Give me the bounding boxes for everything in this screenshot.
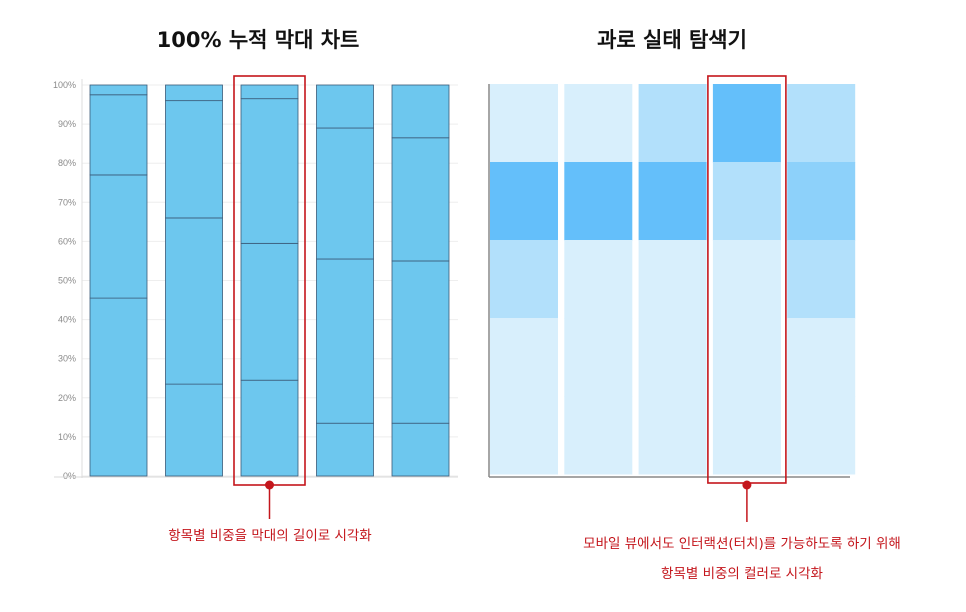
heatmap-cell [638, 396, 707, 475]
heatmap-cell [564, 240, 633, 319]
bar-segment [240, 84, 299, 100]
heatmap-cell [564, 84, 633, 163]
heatmap-cell [490, 240, 558, 319]
heatmap-cell [787, 318, 856, 397]
bar-segment [89, 94, 148, 176]
heatmap-cell [787, 84, 856, 163]
bar-segment [240, 98, 299, 244]
heatmap-cell [564, 318, 633, 397]
bar-segment [89, 297, 148, 477]
bar-segment [391, 84, 450, 139]
y-tick-label: 0% [63, 471, 76, 481]
bar-segment [165, 84, 223, 102]
heatmap-column [490, 84, 558, 475]
bar-segment [165, 217, 223, 385]
bar-segment [316, 84, 374, 129]
stacked-bar [391, 84, 450, 477]
heatmap-cell [638, 84, 707, 163]
bar-chart-annotation: 항목별 비중을 막대의 길이로 시각화 [168, 528, 371, 544]
heatmap-cell [490, 162, 558, 241]
y-tick-label: 10% [58, 432, 76, 442]
stacked-bar-chart: 100% 90% 80% 70% 60% 50% 40% 30% 20% 10% 0% [53, 75, 458, 519]
heatmap-cell [787, 240, 856, 319]
y-tick-label: 90% [58, 119, 76, 129]
y-tick-label: 30% [58, 354, 76, 364]
heatmap-cell [638, 318, 707, 397]
stacked-bar [165, 84, 223, 477]
y-tick-label: 70% [58, 197, 76, 207]
bar-segment [391, 260, 450, 424]
heatmap-chart [488, 75, 856, 522]
heatmap-cell [564, 396, 633, 475]
heatmap-cell [712, 240, 781, 319]
bar-segment [316, 422, 374, 477]
heatmap-cell [564, 162, 633, 241]
bar-segment [391, 137, 450, 262]
y-tick-label: 20% [58, 393, 76, 403]
heatmap-cell [490, 396, 558, 475]
heatmap-cell [712, 318, 781, 397]
heatmap-title: 과로 실태 탐색기 [597, 28, 747, 52]
heatmap-cell [490, 84, 558, 163]
heatmap-cell [787, 396, 856, 475]
bar-segment [391, 422, 450, 477]
bar-segment [89, 84, 148, 96]
y-tick-label: 40% [58, 315, 76, 325]
heatmap-cell [638, 240, 707, 319]
heatmap-annotation-line-2: 항목별 비중의 컬러로 시각화 [661, 566, 823, 582]
bar-segment [89, 174, 148, 299]
bar-segment [316, 258, 374, 424]
bar-segment [240, 242, 299, 381]
heatmap-column [787, 84, 856, 475]
y-tick-label: 60% [58, 236, 76, 246]
heatmap-cell [712, 162, 781, 241]
stacked-bar [89, 84, 148, 477]
heatmap-column [638, 84, 707, 475]
heatmap-cell [712, 84, 781, 163]
stacked-bar [240, 84, 299, 477]
bar-segment [240, 379, 299, 477]
stacked-bar-chart-title: 100% 누적 막대 차트 [157, 28, 360, 52]
heatmap-cell [638, 162, 707, 241]
heatmap-column [564, 84, 633, 475]
y-tick-label: 50% [58, 276, 76, 286]
bar-segment [165, 100, 223, 219]
bar-segment [316, 127, 374, 260]
heatmap-cell [490, 318, 558, 397]
y-tick-label: 80% [58, 158, 76, 168]
y-tick-label: 100% [53, 80, 76, 90]
stacked-bar [316, 84, 374, 477]
heatmap-column [712, 84, 781, 475]
heatmap-annotation-line-1: 모바일 뷰에서도 인터랙션(터치)를 가능하도록 하기 위해 [583, 536, 901, 552]
heatmap-cell [712, 396, 781, 475]
bar-segment [165, 383, 223, 477]
heatmap-cell [787, 162, 856, 241]
